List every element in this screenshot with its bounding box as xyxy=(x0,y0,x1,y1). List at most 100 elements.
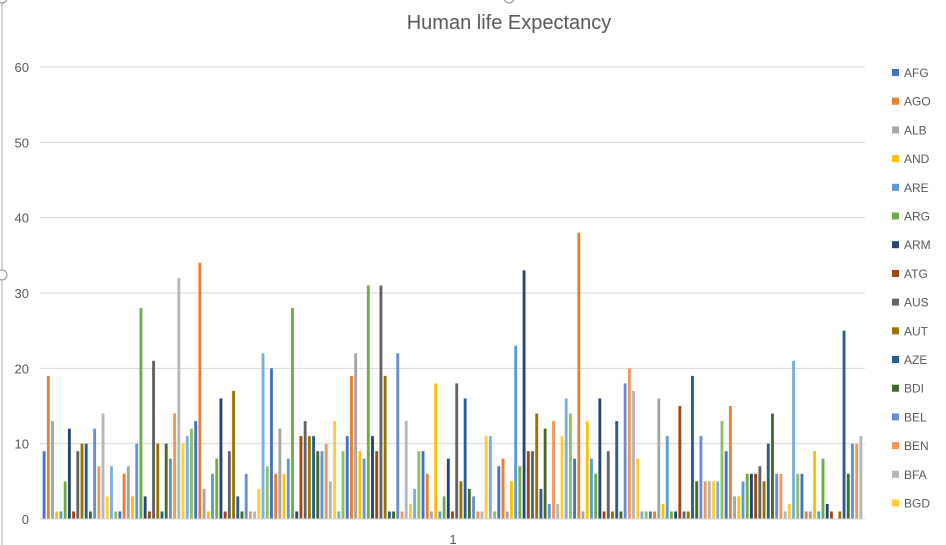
bar xyxy=(223,511,227,519)
bar xyxy=(783,511,787,519)
bar xyxy=(358,451,362,519)
legend-swatch xyxy=(892,212,899,220)
bar xyxy=(699,436,703,519)
legend-label: ALB xyxy=(904,123,927,137)
y-tick-label: 20 xyxy=(15,361,29,376)
bar xyxy=(316,451,320,519)
bar xyxy=(173,413,177,519)
legend-label: BDI xyxy=(904,382,924,396)
bar xyxy=(855,443,859,519)
bar xyxy=(333,421,337,519)
bar xyxy=(307,436,311,519)
bar xyxy=(459,481,463,519)
bar xyxy=(829,511,833,519)
legend-label: BGD xyxy=(904,497,930,511)
bar xyxy=(745,473,749,519)
bar xyxy=(657,398,661,519)
bar xyxy=(510,481,513,519)
bar xyxy=(354,353,358,519)
bar xyxy=(606,451,610,519)
bar xyxy=(463,398,467,519)
bar xyxy=(413,488,417,519)
bar xyxy=(59,511,63,519)
bar xyxy=(817,511,821,519)
bar xyxy=(750,473,753,519)
bar xyxy=(686,511,690,519)
legend-label: AND xyxy=(904,152,930,166)
bar xyxy=(291,308,294,519)
bar xyxy=(842,330,846,519)
bar xyxy=(501,458,505,519)
bar xyxy=(248,511,252,519)
bar xyxy=(328,481,332,519)
bar xyxy=(105,496,109,519)
bar xyxy=(345,436,349,519)
bars xyxy=(42,232,863,520)
legend-swatch xyxy=(892,126,899,134)
bar xyxy=(337,511,341,519)
bar xyxy=(446,458,450,519)
bar xyxy=(720,421,724,519)
bar xyxy=(312,436,315,519)
bar xyxy=(556,503,560,519)
bar xyxy=(472,496,475,519)
bar xyxy=(202,488,206,519)
bar xyxy=(724,451,728,519)
bar xyxy=(611,511,614,519)
bar xyxy=(232,390,235,519)
bar xyxy=(51,421,54,519)
bar xyxy=(67,428,71,519)
bar xyxy=(653,511,657,519)
bar xyxy=(303,421,307,519)
bar xyxy=(497,466,501,519)
bar xyxy=(480,511,484,519)
resize-handle-top-middle[interactable] xyxy=(503,0,515,4)
bar xyxy=(821,458,825,519)
resize-handle-left[interactable] xyxy=(0,269,8,281)
y-tick-label: 60 xyxy=(15,60,29,75)
legend-swatch xyxy=(892,155,899,163)
bar xyxy=(421,451,425,519)
bar xyxy=(135,443,139,519)
legend-swatch xyxy=(892,384,899,392)
bar xyxy=(712,481,715,519)
bar xyxy=(526,451,530,519)
bar xyxy=(813,451,817,519)
bar xyxy=(581,511,585,519)
legend-swatch xyxy=(892,413,899,421)
bar xyxy=(126,466,130,519)
bar xyxy=(147,511,151,519)
bar xyxy=(190,428,193,519)
bar xyxy=(632,390,635,519)
bar xyxy=(741,481,745,519)
bar xyxy=(93,428,97,519)
bar xyxy=(404,421,408,519)
bar xyxy=(76,451,80,519)
bar xyxy=(758,466,762,519)
bar xyxy=(236,496,240,519)
bar xyxy=(733,496,737,519)
bar xyxy=(240,511,244,519)
legend-label: BEL xyxy=(904,410,927,424)
legend-label: AUT xyxy=(904,324,929,338)
bar xyxy=(825,503,829,519)
bar xyxy=(379,285,383,519)
legend-swatch xyxy=(892,356,899,363)
bar xyxy=(493,511,497,519)
bar xyxy=(387,511,391,519)
bar xyxy=(619,511,623,519)
bar xyxy=(211,473,214,519)
bar xyxy=(362,458,366,519)
resize-handle-top-left[interactable] xyxy=(0,0,8,4)
x-tick-label: 1 xyxy=(449,532,456,545)
bar xyxy=(177,277,181,519)
y-tick-label: 50 xyxy=(15,135,29,150)
bar xyxy=(375,451,379,519)
legend-swatch xyxy=(892,183,899,191)
bar xyxy=(602,511,606,519)
bar xyxy=(261,353,265,519)
bar xyxy=(552,421,555,519)
bar xyxy=(678,406,682,519)
chart-title: Human life Expectancy xyxy=(407,12,612,34)
y-tick-label: 10 xyxy=(15,437,29,452)
